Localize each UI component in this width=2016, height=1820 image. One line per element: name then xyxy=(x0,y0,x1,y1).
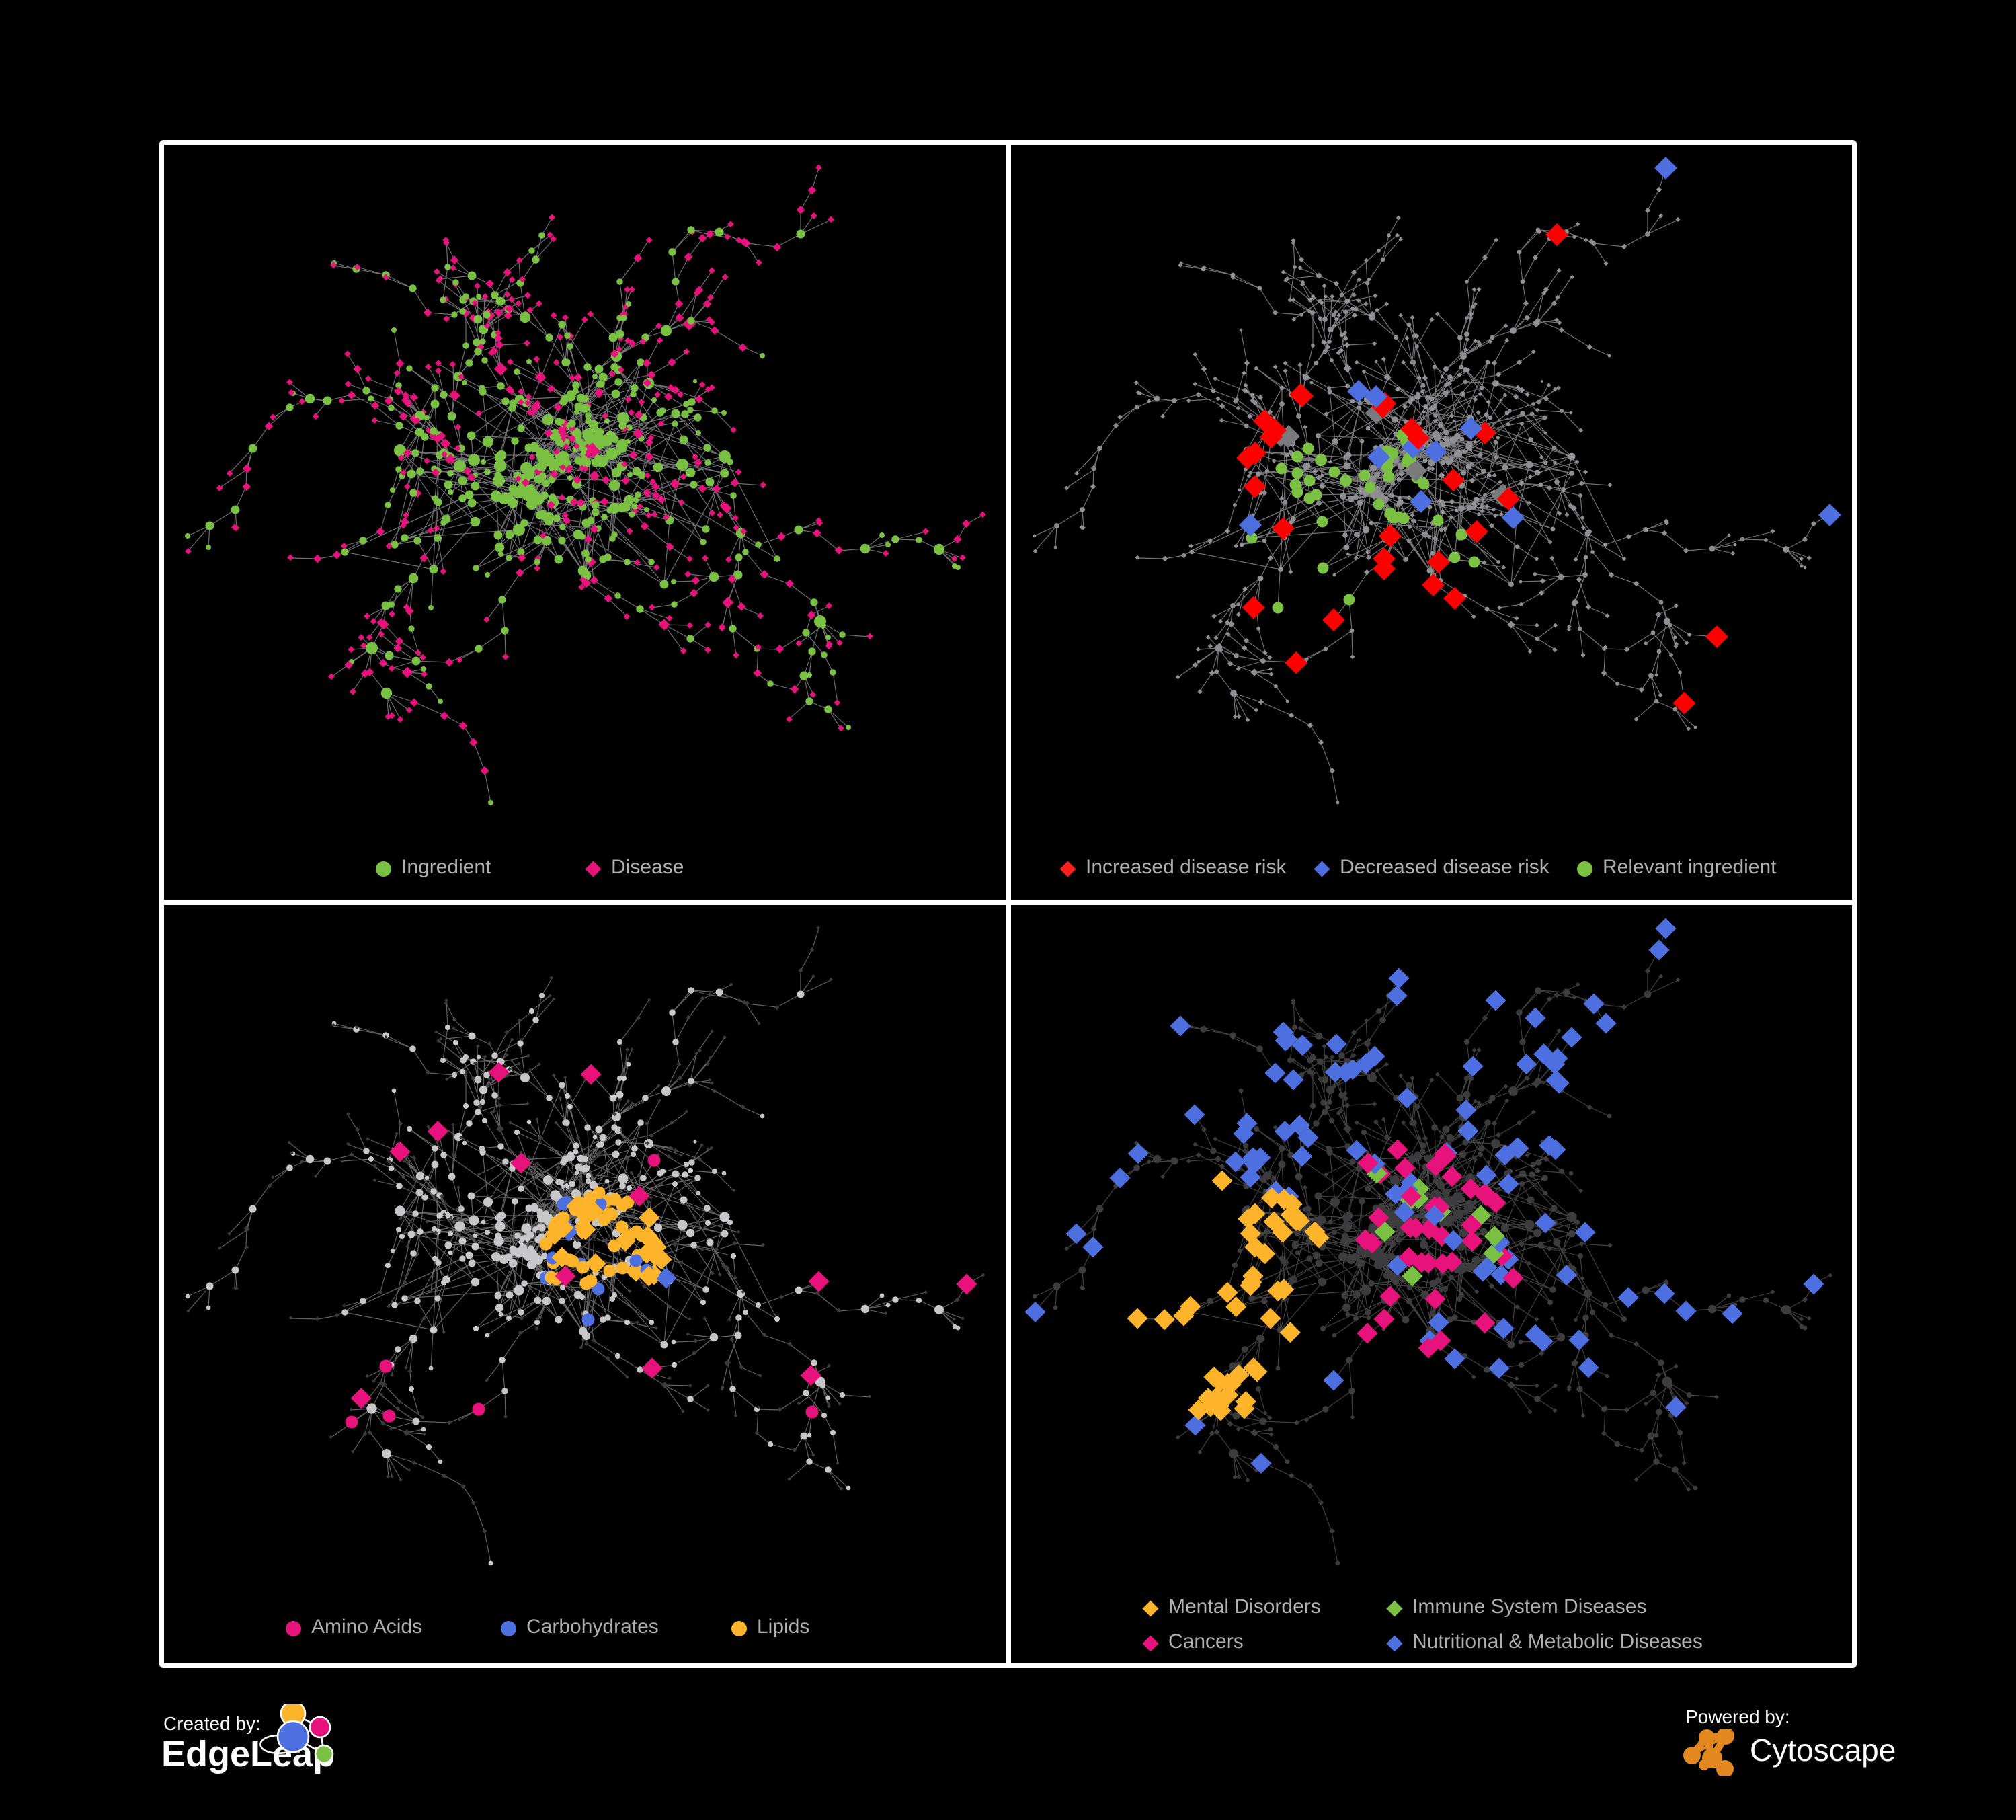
svg-text:Cytoscape: Cytoscape xyxy=(1750,1733,1896,1768)
